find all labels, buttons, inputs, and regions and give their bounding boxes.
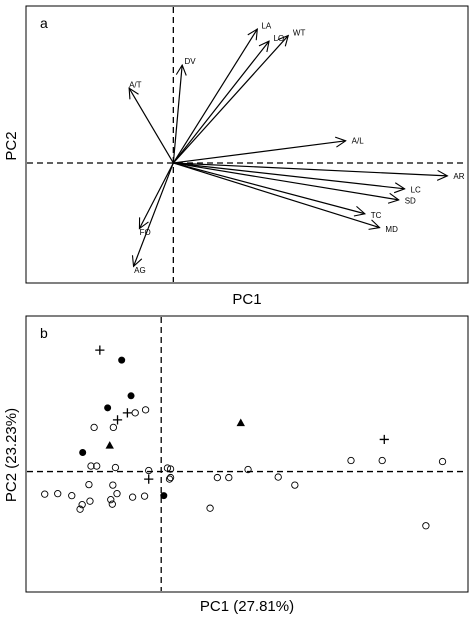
vector-label-a-l: A/L <box>352 136 365 145</box>
vector-arrow-dv <box>172 65 182 164</box>
panel-a-y-axis-title: PC2 <box>3 131 20 160</box>
point-plus-0 <box>95 345 105 355</box>
point-filled-triangle-0 <box>105 441 114 449</box>
point-open-circle-20 <box>85 480 93 489</box>
point-open-circle-27 <box>107 496 115 504</box>
vector-arrow-a-l <box>173 141 345 164</box>
point-open-circle-6 <box>111 463 120 472</box>
vector-arrow-lo <box>172 41 269 164</box>
point-open-circle-13 <box>225 473 233 482</box>
vector-arrow-fo <box>139 162 174 229</box>
panel-a-label: a <box>40 15 48 31</box>
panel-b-label: b <box>40 325 48 341</box>
vector-arrow-md <box>173 162 379 228</box>
point-open-circle-30 <box>76 505 84 513</box>
vector-arrow-lc <box>173 162 404 189</box>
point-open-circle-28 <box>140 492 149 500</box>
point-open-circle-16 <box>291 481 299 489</box>
vector-label-tc: TC <box>371 211 382 220</box>
point-open-circle-7 <box>145 466 153 475</box>
point-open-circle-8 <box>163 464 172 472</box>
point-plus-2 <box>112 415 123 425</box>
point-open-circle-3 <box>90 423 98 432</box>
point-open-circle-14 <box>213 473 222 482</box>
panel-b-points <box>41 345 447 530</box>
vector-label-md: MD <box>385 225 398 234</box>
point-open-circle-1 <box>131 409 139 417</box>
vector-label-a-t: A/T <box>129 81 142 90</box>
point-open-circle-10 <box>166 473 175 482</box>
vector-label-ar: AR <box>453 172 464 181</box>
vector-label-lc: LC <box>411 185 421 194</box>
vector-label-dv: DV <box>185 57 197 66</box>
point-filled-circle-0 <box>118 356 126 364</box>
point-open-circle-29 <box>78 501 86 509</box>
vector-arrow-ag <box>134 162 174 266</box>
point-open-circle-5 <box>93 462 101 470</box>
vector-arrow-a-t <box>129 88 174 164</box>
point-open-circle-2 <box>109 423 118 432</box>
vector-label-fo: FO <box>140 228 151 237</box>
point-open-circle-22 <box>113 489 121 498</box>
vector-arrow-tc <box>173 162 365 214</box>
point-filled-triangle-1 <box>236 418 245 427</box>
panel-b-y-axis-title: PC2 (23.23%) <box>3 408 20 502</box>
vector-arrow-ar <box>173 162 447 176</box>
point-open-circle-25 <box>68 492 76 500</box>
point-plus-3 <box>379 434 389 445</box>
point-open-circle-19 <box>438 457 447 466</box>
point-open-circle-12 <box>244 465 252 474</box>
point-open-circle-31 <box>108 500 116 508</box>
point-open-circle-33 <box>206 504 214 512</box>
point-filled-circle-4 <box>160 492 168 500</box>
point-open-circle-15 <box>274 473 282 481</box>
panel-b-score-scatter: b PC1 (27.81%) PC2 (23.23%) <box>3 315 469 615</box>
point-plus-1 <box>122 408 132 418</box>
point-filled-circle-1 <box>127 392 135 400</box>
vector-arrow-la <box>172 29 257 164</box>
panel-a-frame <box>25 5 469 284</box>
point-open-circle-0 <box>141 406 150 414</box>
point-filled-circle-2 <box>104 404 112 412</box>
vector-arrow-wt <box>172 36 288 164</box>
point-open-circle-11 <box>165 475 174 483</box>
point-open-circle-24 <box>54 489 62 498</box>
vector-label-wt: WT <box>293 29 306 38</box>
vector-arrow-sd <box>173 162 398 200</box>
point-filled-circle-3 <box>79 448 87 456</box>
point-open-circle-34 <box>422 522 430 530</box>
vector-label-sd: SD <box>405 197 416 206</box>
point-open-circle-32 <box>128 493 137 501</box>
point-open-circle-17 <box>347 456 355 465</box>
vector-label-ag: AG <box>134 266 146 275</box>
point-open-circle-23 <box>41 490 49 498</box>
point-plus-4 <box>144 474 154 484</box>
vector-label-la: LA <box>261 22 271 31</box>
point-open-circle-21 <box>109 481 117 489</box>
panel-b-frame <box>25 315 469 593</box>
point-open-circle-26 <box>86 497 94 505</box>
panel-b-x-axis-title: PC1 (27.81%) <box>200 598 294 615</box>
point-open-circle-18 <box>378 456 386 465</box>
point-open-circle-4 <box>87 462 95 470</box>
panel-a-x-axis-title: PC1 <box>232 291 261 308</box>
point-open-circle-9 <box>166 465 175 473</box>
